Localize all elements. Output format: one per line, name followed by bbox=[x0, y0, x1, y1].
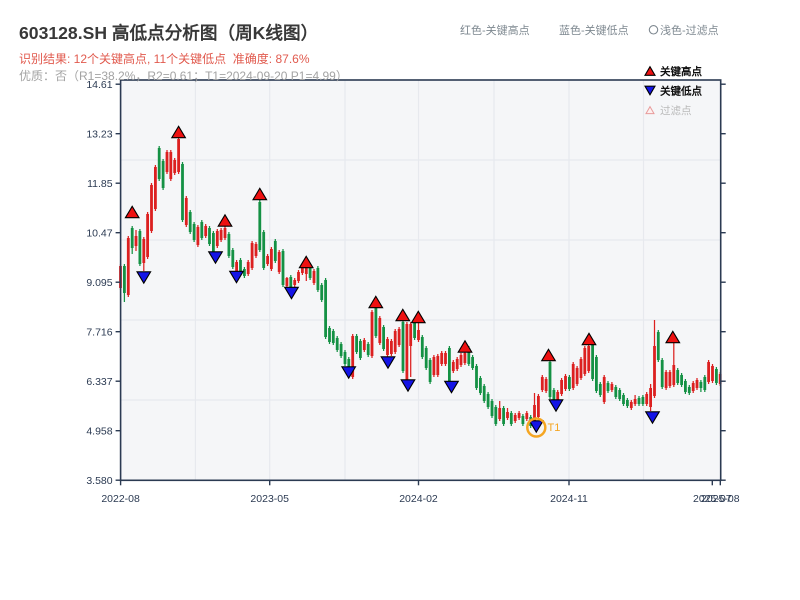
svg-text:7.716: 7.716 bbox=[86, 326, 112, 338]
svg-text:4.958: 4.958 bbox=[86, 425, 112, 437]
svg-text:3.580: 3.580 bbox=[86, 475, 112, 487]
svg-text:2024-02: 2024-02 bbox=[399, 493, 438, 505]
svg-text:识别结果: 12个关键高点, 11个关键低点 准确度: 8: 识别结果: 12个关键高点, 11个关键低点 准确度: 87.6% bbox=[19, 51, 310, 66]
svg-text:14.61: 14.61 bbox=[86, 79, 112, 91]
svg-text:过滤点: 过滤点 bbox=[660, 104, 692, 117]
svg-text:13.23: 13.23 bbox=[86, 128, 112, 140]
svg-text:浅色-过滤点: 浅色-过滤点 bbox=[660, 23, 719, 37]
svg-text:T1: T1 bbox=[548, 422, 561, 434]
svg-text:2025-08: 2025-08 bbox=[701, 493, 740, 505]
svg-text:关键低点: 关键低点 bbox=[660, 85, 702, 98]
svg-text:2024-11: 2024-11 bbox=[550, 493, 588, 505]
svg-text:红色-关键高点: 红色-关键高点 bbox=[460, 23, 530, 37]
svg-text:603128.SH 高低点分析图（周K线图）: 603128.SH 高低点分析图（周K线图） bbox=[19, 23, 318, 43]
svg-text:优质：否（R1=38.2%，R2=0.61；T1=2024-: 优质：否（R1=38.2%，R2=0.61；T1=2024-09-20 P1=4… bbox=[19, 69, 348, 83]
svg-text:2022-08: 2022-08 bbox=[101, 493, 140, 505]
svg-text:2025-07: 2025-07 bbox=[693, 493, 732, 505]
svg-text:9.095: 9.095 bbox=[86, 277, 112, 289]
svg-text:2023-05: 2023-05 bbox=[250, 493, 289, 505]
svg-text:10.47: 10.47 bbox=[86, 227, 112, 239]
svg-text:11.85: 11.85 bbox=[87, 178, 113, 190]
svg-text:蓝色-关键低点: 蓝色-关键低点 bbox=[559, 23, 629, 37]
svg-text:6.337: 6.337 bbox=[86, 376, 112, 388]
svg-text:关键高点: 关键高点 bbox=[660, 65, 702, 78]
